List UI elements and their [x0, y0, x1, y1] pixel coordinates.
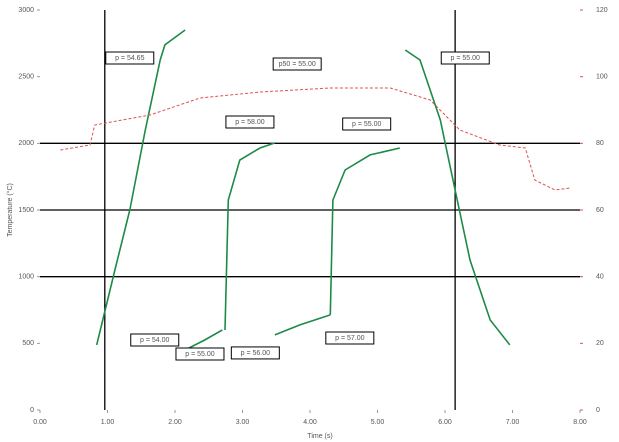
annotation-box [440, 51, 490, 65]
x-tick-label: 0.00 [33, 419, 47, 426]
y-tick-label: 1000 [18, 274, 34, 281]
y2-tick-label: 20 [596, 340, 604, 347]
series-line [95, 29, 186, 346]
annotation-box [130, 333, 180, 347]
x-tick-label: 5.00 [371, 419, 385, 426]
annotation-text: p = 55.00 [352, 121, 381, 128]
annotation-text: p = 55.00 [185, 351, 214, 358]
y-tick-label: 500 [22, 340, 34, 347]
series-line [329, 147, 400, 315]
y2-tick-label: 80 [596, 140, 604, 147]
series-line-y2 [60, 87, 570, 191]
y2-tick-label: 60 [596, 207, 604, 214]
x-tick-label: 6.00 [438, 419, 452, 426]
series-line [224, 142, 276, 331]
y2-tick-label: 0 [596, 407, 600, 414]
annotation-box [225, 115, 275, 129]
annotation-text: p = 56.00 [241, 350, 270, 357]
y-tick-label: 0 [30, 407, 34, 414]
y2-tick-label: 40 [596, 274, 604, 281]
annotation-box [105, 51, 155, 65]
annotation-box [342, 117, 392, 131]
y-tick-label: 2000 [18, 140, 34, 147]
annotation-box [230, 346, 280, 360]
annotation-text: p = 58.00 [235, 119, 264, 126]
series-line [184, 329, 223, 351]
annotation-text: p = 54.00 [140, 337, 169, 344]
x-tick-label: 2.00 [168, 419, 182, 426]
y-tick-label: 3000 [18, 7, 34, 14]
y2-tick-label: 100 [596, 74, 608, 81]
annotation-box [325, 331, 375, 345]
x-tick-label: 8.00 [573, 419, 587, 426]
series-line [404, 49, 511, 346]
annotation-text: p50 = 55.00 [279, 61, 316, 68]
x-tick-label: 7.00 [506, 419, 520, 426]
x-tick-label: 3.00 [236, 419, 250, 426]
series-line [274, 314, 331, 336]
annotation-box [175, 347, 225, 361]
y-axis-label: Temperature (°C) [6, 183, 14, 237]
x-tick-label: 1.00 [101, 419, 115, 426]
annotation-text: p = 57.00 [335, 335, 364, 342]
x-tick-label: 4.00 [303, 419, 317, 426]
y-tick-label: 2500 [18, 74, 34, 81]
annotation-text: p = 54.65 [115, 55, 144, 62]
y2-tick-label: 120 [596, 7, 608, 14]
annotation-text: p = 55.00 [451, 55, 480, 62]
y-tick-label: 1500 [18, 207, 34, 214]
annotation-box [272, 57, 322, 71]
x-axis-label: Time (s) [307, 433, 332, 440]
